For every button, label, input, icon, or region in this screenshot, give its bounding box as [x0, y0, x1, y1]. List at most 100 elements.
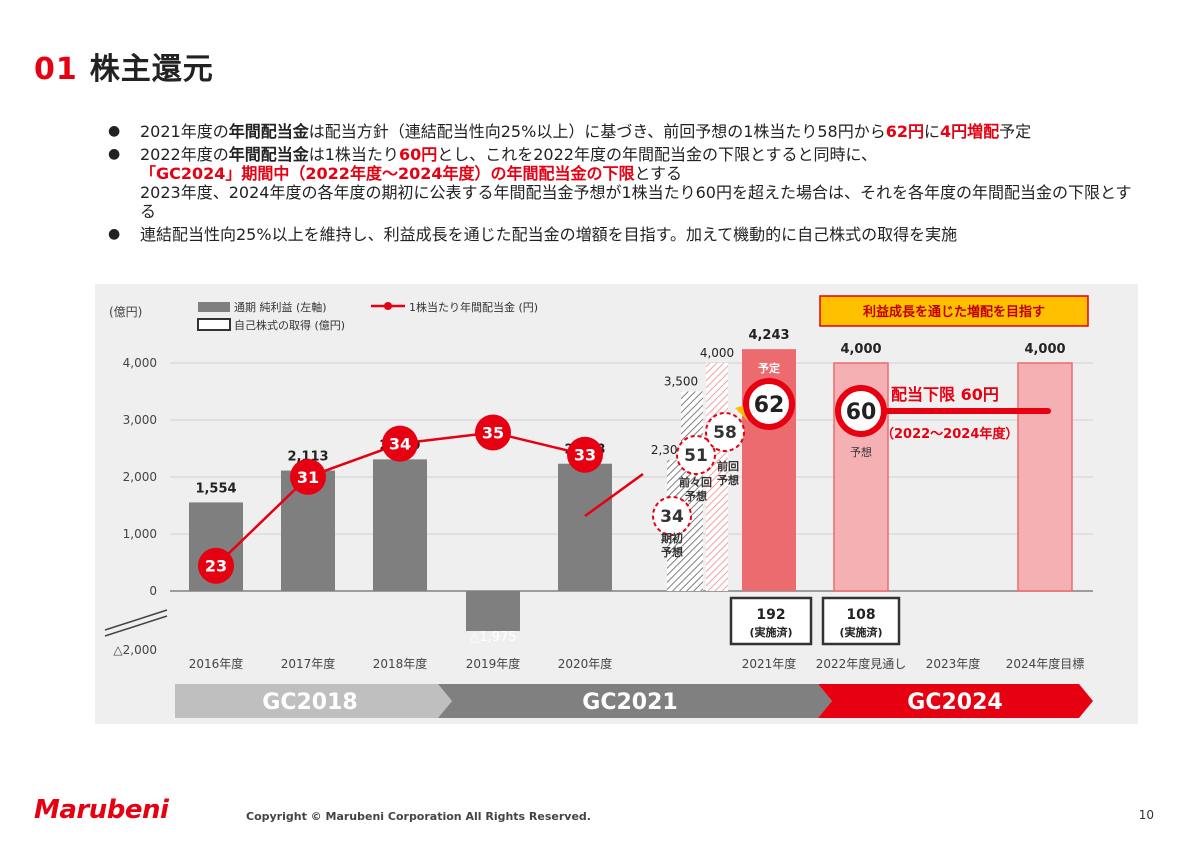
dividend-marker — [382, 425, 418, 462]
chart-svg: (億円) 4,000 3,000 2,000 1,000 0 △2,000 通期 純利益 … — [104, 295, 1093, 718]
x-axis-label: 2019年度 — [466, 656, 521, 671]
dividend-marker — [475, 414, 511, 451]
net-income-bar — [373, 459, 427, 591]
dividend-line: 23 31 34 35 33 — [198, 414, 603, 584]
text-span: 予定 — [999, 122, 1032, 141]
buyback-box-2021 — [729, 596, 813, 646]
text-span: とし、これを2022年度の年間配当金の下限とすると同時に、 — [437, 145, 877, 164]
legend-line-label: 1株当たり年間配当金 (円) — [409, 300, 538, 314]
forecast-dividend-markers: 34 51 58 — [652, 412, 745, 536]
dividend-floor-label: 配当下限 60円 — [891, 385, 999, 404]
period-band-gc2021 — [438, 684, 832, 718]
text-span: 2023年度、2024年度の各年度の期初に公表する年間配当金予想が1株当たり60… — [140, 183, 1132, 221]
bullet-item: 連結配当性向25%以上を維持し、利益成長を通じた配当金の増額を目指す。加えて機動… — [108, 225, 1138, 244]
prev-prev-forecast-circle — [676, 435, 716, 475]
text-span: とする — [634, 164, 683, 183]
prev-forecast-value: 58 — [713, 423, 737, 443]
callout-box — [819, 295, 1089, 327]
text-span: 2021年度の — [140, 122, 229, 141]
x-axis-label: 2017年度 — [281, 656, 336, 671]
fy2022-dividend-circle — [835, 385, 887, 437]
forecast-bar-label: 4,000 — [700, 346, 734, 360]
page-title: 01 株主還元 — [34, 44, 214, 88]
prev-forecast-circle — [705, 412, 745, 452]
period-band-gc2018 — [175, 684, 452, 718]
x-axis-label: 2020年度 — [558, 656, 613, 671]
y-tick-label: 1,000 — [123, 527, 157, 541]
y-tick-label: 2,000 — [123, 470, 157, 484]
net-income-bar — [1017, 362, 1073, 592]
bar-value-label: 1,554 — [195, 481, 236, 496]
forecast-bar-label: 2,300 — [651, 443, 685, 457]
fy2022-dividend-value: 60 — [846, 400, 877, 425]
x-axis-label: 2023年度 — [926, 656, 981, 671]
initial-forecast-value: 34 — [660, 507, 684, 527]
forecast-bar-label: 3,500 — [664, 375, 698, 389]
dividend-value-label: 35 — [482, 424, 504, 443]
text-span: 4円増配 — [940, 122, 1000, 141]
section-number: 01 — [34, 52, 78, 87]
buyback-boxes: 192 (実施済) 108 (実施済) — [729, 596, 901, 646]
y-tick-label: 4,000 — [123, 356, 157, 370]
x-axis-label: 2016年度 — [189, 656, 244, 671]
callout-text: 利益成長を通じた増配を目指す — [863, 304, 1045, 320]
logo-text: Marubeni — [34, 796, 170, 824]
period-label-gc2018: GC2018 — [262, 690, 357, 715]
x-axis-labels: 2016年度 2017年度 2018年度 2019年度 2020年度 2021年度 2022… — [189, 656, 1085, 671]
legend-buyback-swatch — [197, 318, 231, 331]
dividend-value-label: 34 — [389, 435, 411, 454]
dividend-marker — [290, 458, 326, 495]
bar-value-label: 4,000 — [1024, 342, 1065, 357]
buyback-value-2021: 192 — [756, 607, 785, 623]
dividend-marker — [198, 547, 234, 584]
text-span: 年間配当金 — [228, 122, 309, 141]
bar-value-label: 4,000 — [840, 342, 881, 357]
plan-dividend-circle — [743, 378, 795, 430]
text-span: 2022年度の — [140, 145, 229, 164]
section-title: 株主還元 — [89, 52, 214, 87]
x-axis-label: 2018年度 — [373, 656, 428, 671]
bullet-list: 2021年度の年間配当金は配当方針（連結配当性向25%以上）に基づき、前回予想の… — [108, 122, 1138, 248]
legend-buyback-label: 自己株式の取得 (億円) — [234, 318, 345, 332]
legend-line-marker — [384, 302, 392, 310]
buyback-note-2022: (実施済) — [839, 625, 882, 639]
prev-prev-label-2: 予想 — [685, 489, 707, 503]
axis-break-mark — [104, 609, 168, 637]
marubeni-logo: Marubeni — [34, 795, 234, 828]
period-band-gc2024 — [818, 684, 1093, 718]
bar-value-label: 4,243 — [748, 328, 789, 343]
legend-bar-label: 通期 純利益 (左軸) — [234, 300, 327, 314]
plan-dividend-value: 62 — [754, 393, 785, 418]
period-label-gc2024: GC2024 — [907, 690, 1002, 715]
dividend-value-label: 31 — [297, 468, 319, 487]
dividend-floor-period: （2022〜2024年度） — [881, 426, 1018, 442]
trend-arrow-line — [584, 472, 644, 518]
text-span: 62円 — [885, 122, 925, 141]
text-span: 60円 — [398, 145, 438, 164]
floor-line-end — [1045, 408, 1051, 414]
logo-svg: Marubeni — [34, 795, 171, 825]
bar-value-label: 2,113 — [287, 450, 328, 465]
bar-value-label: △1,975 — [469, 630, 516, 645]
prev-prev-forecast-value: 51 — [684, 446, 708, 466]
fy2022-forecast-label: 予想 — [850, 445, 872, 459]
text-span: は1株当たり — [308, 145, 399, 164]
x-axis-label: 2021年度 — [742, 656, 797, 671]
y-tick-label: 0 — [149, 584, 157, 598]
text-span: 連結配当性向25%以上を維持し、利益成長を通じた配当金の増額を目指す。加えて機動… — [140, 225, 958, 244]
dividend-value-label: 23 — [205, 557, 227, 576]
chart-legend: 通期 純利益 (左軸) 1株当たり年間配当金 (円) 自己株式の取得 (億円) — [197, 300, 538, 332]
plan-label: 予定 — [758, 361, 780, 375]
dividend-chart: (億円) 4,000 3,000 2,000 1,000 0 △2,000 通期 純利益 … — [95, 284, 1138, 724]
y-tick-label: △2,000 — [113, 643, 157, 657]
prev-label-1: 前回 — [717, 459, 739, 473]
buyback-value-2022: 108 — [846, 607, 875, 623]
initial-forecast-label-1: 期初 — [661, 531, 683, 545]
y-unit-label: (億円) — [109, 305, 142, 319]
forecast-labels: 期初 予想 前々回 予想 前回 予想 予定 予想 — [661, 361, 872, 559]
text-span: 年間配当金 — [228, 145, 309, 164]
dividend-value-label: 33 — [574, 446, 596, 465]
x-axis-label: 2024年度目標 — [1006, 656, 1085, 671]
text-span: 「GC2024」期間中（2022年度〜2024年度）の年間配当金の下限 — [140, 164, 635, 183]
prev-prev-label-1: 前々回 — [679, 475, 712, 489]
